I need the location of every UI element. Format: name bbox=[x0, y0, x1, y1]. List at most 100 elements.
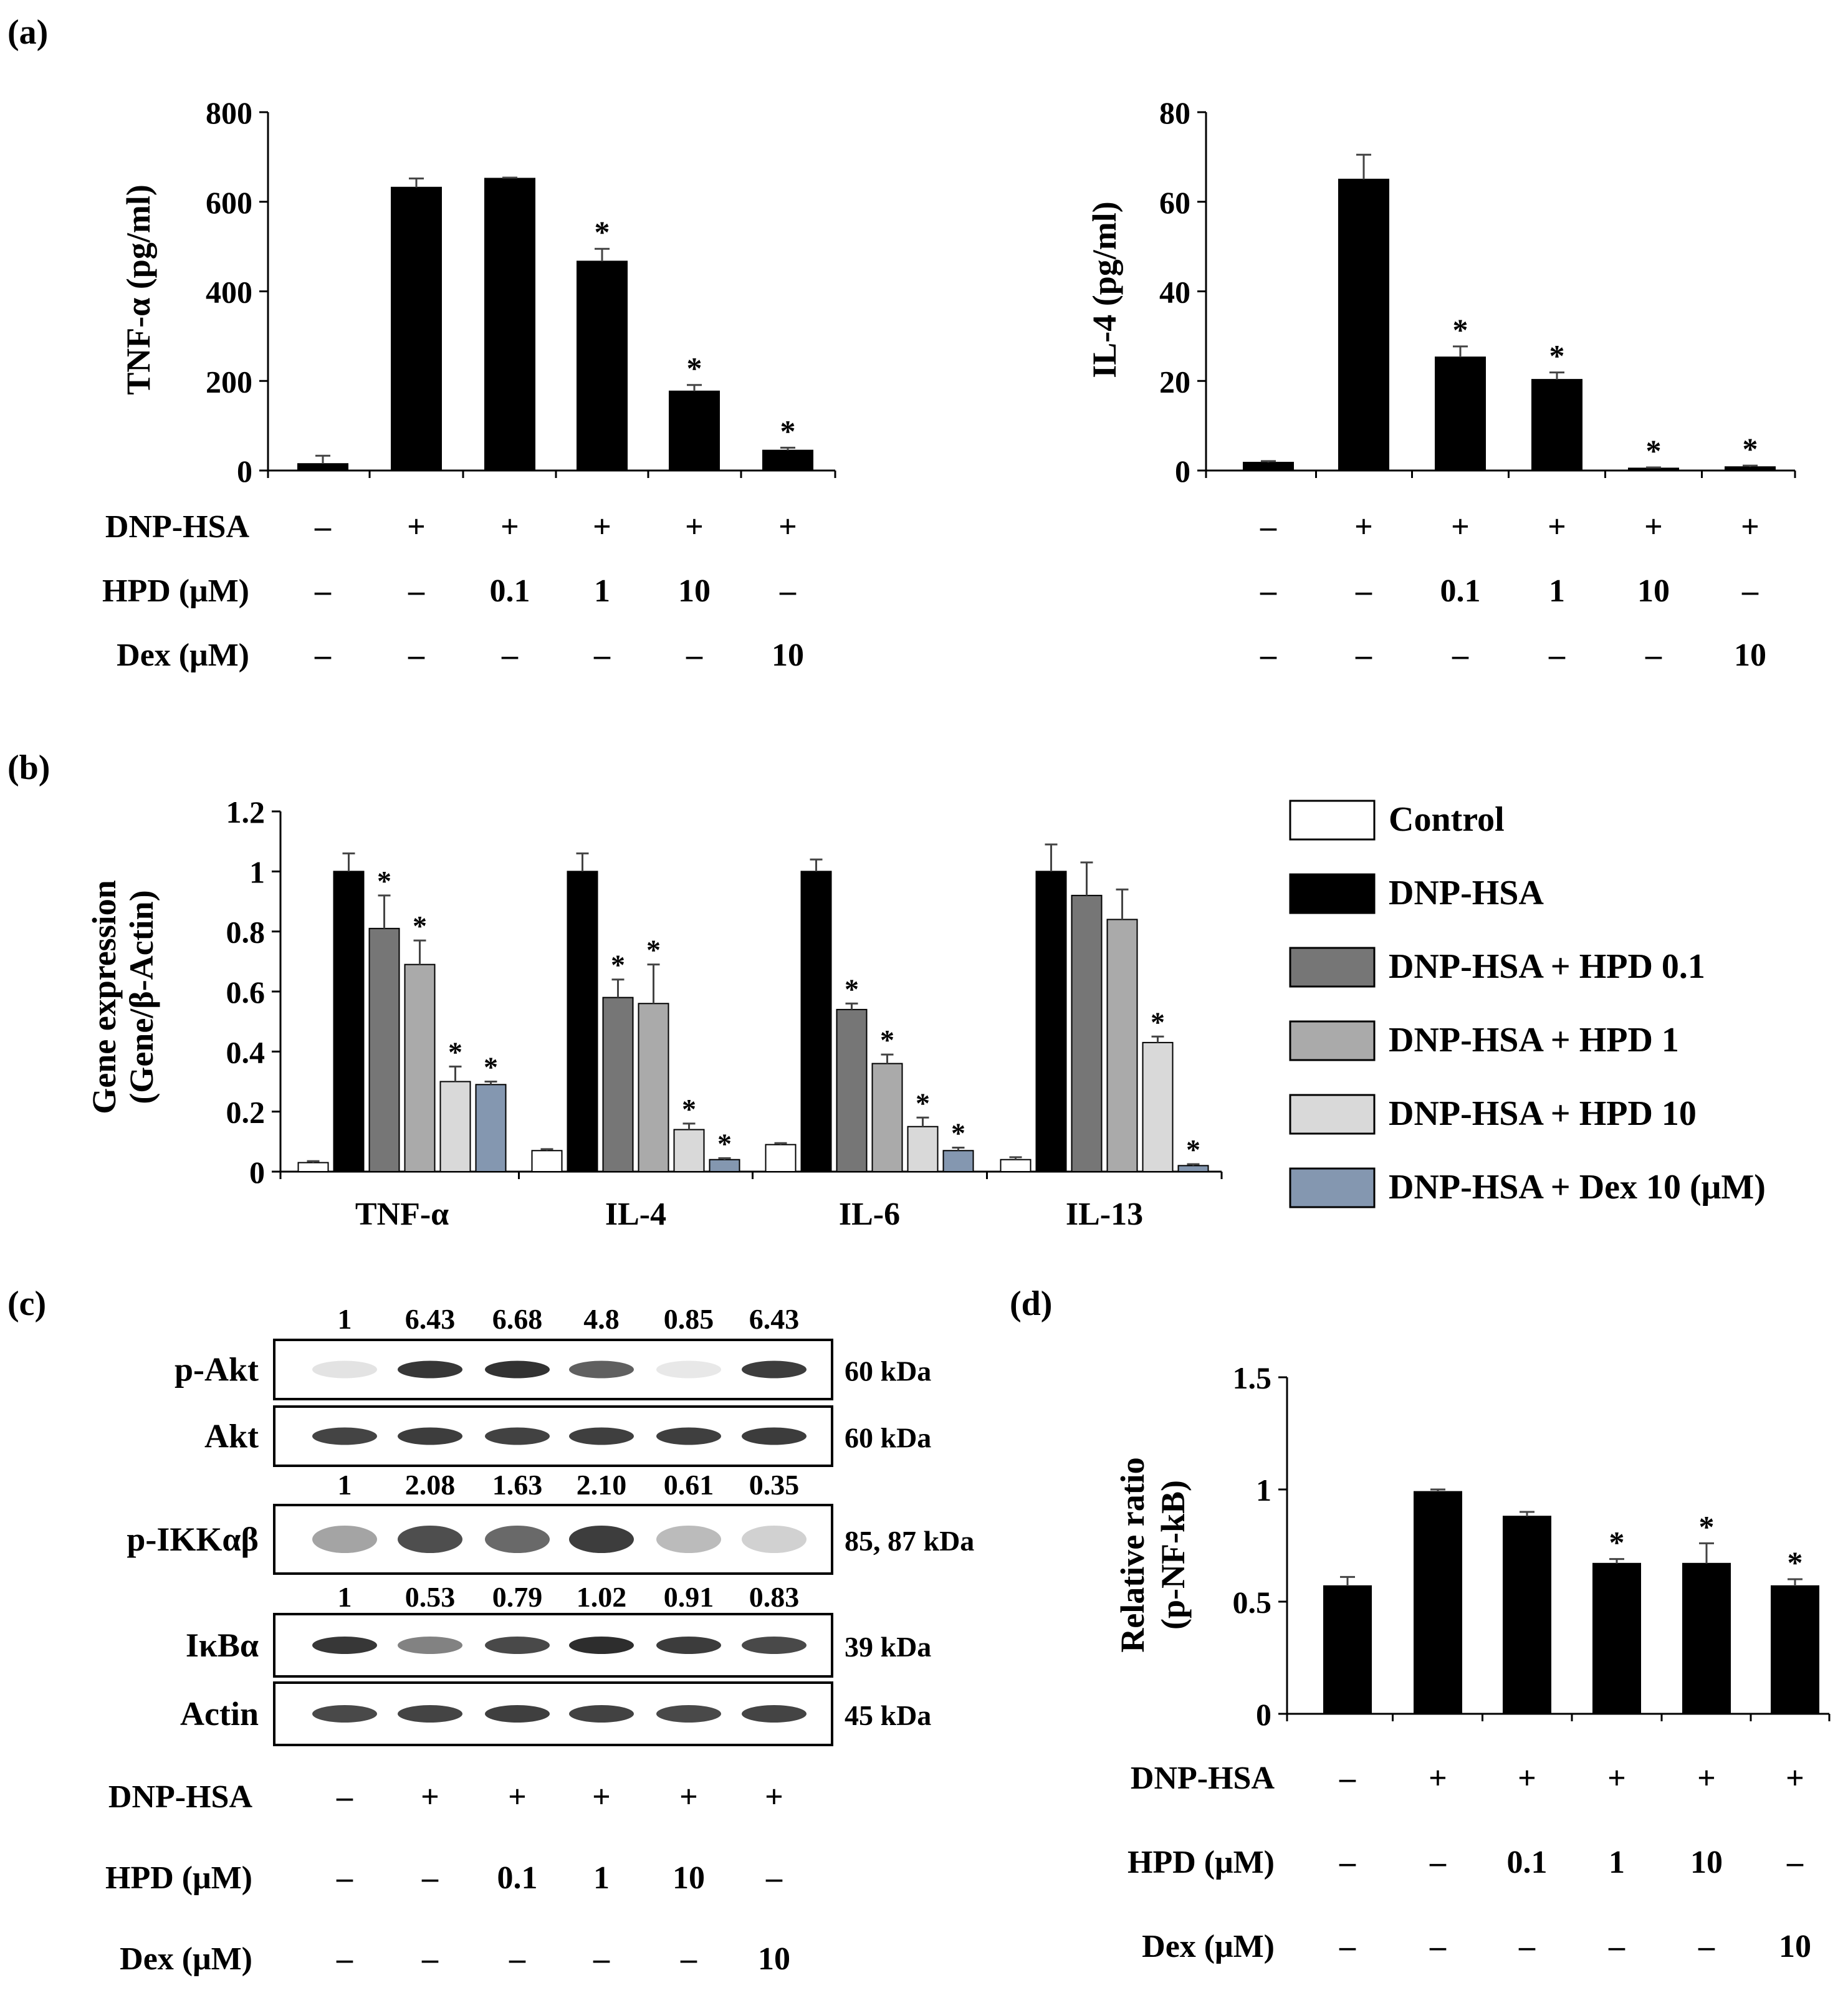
blot-band bbox=[485, 1526, 550, 1553]
treatment-cell: + bbox=[778, 509, 797, 545]
panel-label-d: (d) bbox=[1010, 1284, 1052, 1323]
blot-band bbox=[485, 1637, 550, 1654]
treatment-cell: – bbox=[1698, 1929, 1715, 1964]
bar bbox=[602, 997, 634, 1172]
blot-band bbox=[742, 1360, 807, 1379]
treatment-cell: 10 bbox=[673, 1860, 705, 1896]
significance-marker: * bbox=[1788, 1545, 1803, 1580]
blot-protein-label: p-Akt bbox=[175, 1351, 259, 1389]
significance-marker: * bbox=[880, 1024, 894, 1056]
bar bbox=[368, 927, 400, 1172]
treatment-cell: 10 bbox=[1779, 1929, 1811, 1964]
significance-marker: * bbox=[646, 934, 661, 966]
bar bbox=[1503, 1516, 1551, 1714]
y-tick-label: 0 bbox=[1175, 454, 1190, 489]
treatment-table-a-left: DNP-HSA – + + + + + HPD (μM) – – 0.1 1 10 – Dex (μM) – –… bbox=[102, 509, 804, 673]
x-category-label: IL-4 bbox=[605, 1197, 666, 1232]
treatment-cell: – bbox=[314, 509, 332, 545]
chart-il4-protein: 0 20 40 60 80 * * * * IL-4 (pg/ml) bbox=[1086, 95, 1796, 489]
blot-molecular-weight: 45 kDa bbox=[845, 1699, 931, 1731]
bar bbox=[1435, 356, 1486, 471]
treatment-row-label: Dex (μM) bbox=[117, 638, 249, 673]
bar bbox=[942, 1150, 974, 1172]
significance-marker: * bbox=[484, 1051, 498, 1083]
treatment-cell: + bbox=[1429, 1761, 1447, 1796]
treatment-cell: – bbox=[1355, 638, 1372, 673]
treatment-cell: – bbox=[1339, 1761, 1356, 1796]
blot-band bbox=[398, 1637, 462, 1654]
band-quantification: 6.43 bbox=[749, 1303, 800, 1335]
blot-band bbox=[742, 1526, 807, 1553]
legend-swatch bbox=[1289, 947, 1376, 988]
treatment-cell: + bbox=[500, 509, 519, 545]
treatment-cell: + bbox=[1354, 509, 1373, 545]
y-tick-label: 0.2 bbox=[226, 1095, 266, 1130]
x-category-label: TNF-α bbox=[355, 1197, 449, 1232]
blot-band bbox=[742, 1637, 807, 1654]
bar bbox=[577, 261, 628, 471]
blot-band bbox=[569, 1427, 634, 1445]
treatment-cell: – bbox=[1260, 638, 1277, 673]
bar bbox=[762, 449, 813, 471]
significance-marker: * bbox=[1646, 433, 1662, 468]
significance-marker: * bbox=[1186, 1134, 1200, 1165]
bar bbox=[297, 1162, 329, 1173]
blot-molecular-weight: 60 kDa bbox=[845, 1422, 931, 1454]
treatment-cell: – bbox=[314, 638, 332, 673]
treatment-cell: – bbox=[314, 573, 332, 609]
band-quantification: 2.10 bbox=[577, 1469, 627, 1501]
bar bbox=[1000, 1159, 1032, 1172]
band-quantification: 0.83 bbox=[749, 1581, 800, 1613]
treatment-cell: + bbox=[1786, 1761, 1804, 1796]
treatment-cell: + bbox=[1697, 1761, 1716, 1796]
bar bbox=[391, 186, 442, 471]
treatment-cell: – bbox=[779, 573, 797, 609]
blot-band bbox=[398, 1360, 462, 1379]
treatment-cell: + bbox=[679, 1779, 698, 1815]
blot-band bbox=[742, 1427, 807, 1445]
band-quantification: 1 bbox=[338, 1581, 352, 1613]
y-tick-label: 600 bbox=[206, 185, 252, 220]
bar bbox=[333, 871, 365, 1173]
treatment-cell: 1 bbox=[1549, 573, 1565, 609]
y-tick-label: 0 bbox=[237, 454, 252, 489]
treatment-cell: – bbox=[1429, 1929, 1447, 1964]
band-quantification: 0.85 bbox=[664, 1303, 714, 1335]
bar bbox=[1071, 894, 1103, 1173]
treatment-row-label: DNP-HSA bbox=[108, 1779, 253, 1815]
treatment-cell: – bbox=[765, 1860, 783, 1896]
significance-marker: * bbox=[1609, 1525, 1625, 1560]
legend: Control DNP-HSA DNP-HSA + HPD 0.1 DNP-HSA +… bbox=[1289, 800, 1766, 1208]
treatment-cell: 10 bbox=[1734, 638, 1766, 673]
treatment-cell: + bbox=[1741, 509, 1759, 545]
treatment-cell: 10 bbox=[678, 573, 711, 609]
panel-label-a: (a) bbox=[7, 13, 48, 52]
bar bbox=[1771, 1585, 1819, 1715]
treatment-row-label: DNP-HSA bbox=[105, 509, 250, 545]
y-tick-label: 0 bbox=[1256, 1697, 1271, 1732]
legend-swatch bbox=[1289, 800, 1376, 841]
blot-band bbox=[398, 1427, 462, 1445]
treatment-cell: – bbox=[1548, 638, 1566, 673]
treatment-cell: – bbox=[1260, 573, 1277, 609]
significance-marker: * bbox=[1151, 1006, 1165, 1038]
blot-band bbox=[312, 1705, 377, 1723]
y-tick-label: 200 bbox=[206, 364, 252, 399]
blot-band bbox=[656, 1705, 721, 1723]
y-tick-label: 0 bbox=[249, 1155, 265, 1190]
treatment-cell: – bbox=[686, 638, 703, 673]
blot-band bbox=[569, 1705, 634, 1723]
blot-band bbox=[312, 1360, 377, 1379]
y-axis-label-units: (Gene/β-Actin) bbox=[123, 890, 160, 1104]
treatment-row-label: HPD (μM) bbox=[105, 1860, 252, 1896]
legend-label: DNP-HSA bbox=[1389, 874, 1544, 912]
band-quantification: 0.61 bbox=[664, 1469, 714, 1501]
legend-swatch bbox=[1289, 1020, 1376, 1061]
blot-molecular-weight: 85, 87 kDa bbox=[845, 1525, 974, 1557]
bar bbox=[1414, 1491, 1462, 1715]
panel-label-b: (b) bbox=[7, 748, 50, 787]
treatment-cell: – bbox=[1608, 1929, 1625, 1964]
significance-marker: * bbox=[845, 973, 859, 1005]
significance-marker: * bbox=[1699, 1509, 1715, 1544]
